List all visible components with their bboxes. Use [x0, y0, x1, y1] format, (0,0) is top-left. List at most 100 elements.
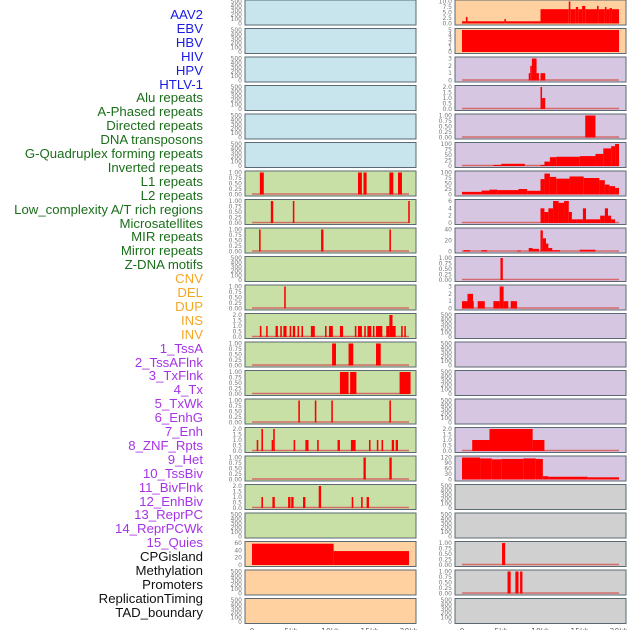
signal-bar [339, 326, 344, 337]
y-tick-label: 0.0 [442, 106, 452, 113]
signal-bar [568, 212, 572, 223]
signal-bar [493, 164, 502, 166]
track-label: DUP [175, 298, 203, 314]
y-tick-label: 0 [238, 78, 242, 85]
y-tick-label: 2.0 [232, 312, 242, 319]
y-tick-label: 300 [441, 492, 453, 499]
y-tick-label: 0.25 [229, 357, 243, 364]
y-tick-label: 100 [231, 529, 243, 536]
y-tick-label: 300 [441, 520, 453, 527]
y-tick-label: 500 [231, 84, 243, 91]
y-tick-label: 100 [441, 615, 453, 622]
y-tick-label: 0.25 [439, 557, 453, 564]
signal-bar [259, 172, 264, 195]
y-tick-label: 100 [441, 358, 453, 365]
track-label: A-Phased repeats [97, 104, 203, 120]
y-tick-label: 100 [231, 586, 243, 593]
signal-bar [467, 21, 505, 24]
signal-bar [600, 215, 605, 223]
signal-bar [564, 201, 569, 223]
signal-bar [480, 458, 492, 480]
signal-bar [532, 248, 539, 252]
signal-bar [604, 208, 609, 223]
signal-bar [363, 172, 367, 195]
signal-bar [298, 400, 300, 423]
track-label: TAD_boundary [115, 604, 203, 620]
signal-bar [542, 476, 549, 480]
y-tick-label: 60 [234, 540, 242, 547]
signal-bar [310, 326, 315, 337]
signal-bar [500, 258, 503, 280]
signal-bar [505, 21, 541, 24]
y-tick-label: 1.5 [232, 489, 242, 496]
signal-bar [540, 164, 545, 166]
y-tick-label: 25 [444, 186, 452, 193]
signal-bar [292, 201, 295, 223]
y-tick-label: 200 [231, 610, 243, 617]
y-tick-label: 400 [441, 402, 453, 409]
signal-bar [548, 247, 553, 252]
y-tick-label: 0 [448, 78, 452, 85]
y-tick-label: 0 [238, 619, 242, 626]
y-tick-label: 200 [441, 354, 453, 361]
y-tick-label: 0.75 [229, 403, 243, 410]
signal-bar [408, 201, 410, 223]
y-tick-label: 0.50 [229, 238, 243, 245]
signal-bar [376, 343, 381, 366]
y-tick-label: 0 [238, 135, 242, 142]
y-tick-label: 0.00 [439, 277, 453, 284]
y-tick-label: 100 [231, 615, 243, 622]
y-tick-label: 200 [231, 582, 243, 589]
x-tick-label: 20kb [400, 627, 419, 630]
signal-bar [528, 73, 531, 81]
y-tick-label: 2 [448, 213, 452, 220]
y-tick-label: 0 [448, 334, 452, 341]
y-tick-label: 100 [441, 170, 453, 177]
signal-bar [507, 571, 511, 594]
y-tick-label: 100 [441, 387, 453, 394]
signal-bar [552, 250, 561, 252]
signal-bar [532, 440, 545, 451]
signal-bar [481, 250, 488, 252]
y-tick-label: 0.0 [232, 334, 242, 341]
signal-bar [477, 301, 485, 309]
signal-bar [497, 190, 519, 195]
y-tick-label: 200 [441, 382, 453, 389]
y-tick-label: 1.00 [229, 198, 243, 205]
track-panel-left: 0.00.51.01.52.0 [232, 426, 417, 455]
track-label: DEL [177, 285, 203, 300]
y-tick-label: 7.5 [442, 4, 452, 11]
y-tick-label: 0.75 [229, 289, 243, 296]
track-label: L1 repeats [140, 173, 203, 189]
track-label: CPGisland [139, 549, 203, 565]
signal-bar [606, 9, 610, 24]
signal-bar [536, 73, 539, 81]
signal-bar [291, 497, 294, 508]
signal-bar [354, 326, 357, 337]
signal-bar [502, 543, 506, 565]
signal-bar [558, 202, 565, 223]
panel-background [454, 341, 627, 368]
track-label: 15_Quies [146, 535, 203, 551]
signal-bar [520, 571, 523, 594]
y-tick-label: 300 [231, 150, 243, 157]
y-tick-label: 1 [448, 70, 452, 77]
x-tick-label: 5kb [284, 627, 298, 630]
track-label: Methylation [135, 563, 203, 578]
signal-bar [579, 156, 596, 166]
y-tick-label: 2.0 [442, 426, 452, 433]
y-tick-label: 1.0 [232, 323, 242, 330]
y-tick-label: 0.75 [439, 118, 453, 125]
signal-bar [544, 173, 550, 195]
y-tick-label: 400 [231, 117, 243, 124]
signal-bar [376, 326, 383, 337]
panel-background [454, 313, 627, 339]
signal-bar [568, 1, 571, 24]
